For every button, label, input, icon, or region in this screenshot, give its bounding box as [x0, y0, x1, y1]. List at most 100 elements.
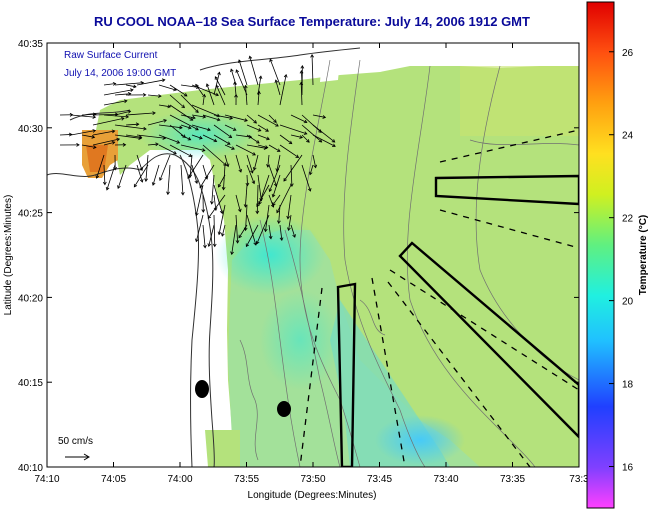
current-vector	[187, 154, 204, 179]
current-vector	[245, 224, 259, 247]
current-vector-head	[322, 115, 327, 119]
current-vector-head	[310, 54, 315, 58]
current-vector-head	[138, 135, 143, 139]
current-vector-head	[245, 182, 250, 187]
current-vector-head	[292, 234, 296, 238]
current-vector	[81, 113, 96, 116]
current-vector	[147, 119, 167, 126]
current-vector	[59, 134, 72, 136]
current-vector-head	[167, 104, 172, 109]
x-tick-label: 73:55	[234, 474, 259, 485]
colorbar-ticks: 26 24 22 20 18 16	[609, 48, 634, 474]
current-vector	[268, 144, 281, 152]
current-vector	[257, 134, 270, 140]
current-vector	[167, 164, 171, 195]
current-vector	[169, 144, 192, 157]
current-vector-head	[232, 127, 237, 131]
current-vector	[312, 114, 326, 118]
current-vector-head	[331, 139, 336, 143]
current-vector-head	[195, 238, 199, 243]
current-vector	[180, 164, 184, 195]
current-vector-head	[251, 180, 256, 185]
transect-dashed	[439, 209, 579, 249]
current-vector	[279, 144, 299, 158]
current-vector	[180, 134, 191, 141]
current-vector-head	[243, 84, 248, 89]
colorbar-tick-label: 18	[622, 380, 634, 391]
current-vector-head	[229, 116, 234, 120]
current-vector-head	[231, 146, 235, 150]
current-vector-head	[258, 75, 263, 80]
current-vector	[312, 124, 335, 143]
current-vector	[211, 174, 215, 204]
current-vector-head	[179, 125, 183, 130]
current-vector	[169, 84, 188, 97]
current-vector-head	[299, 135, 304, 139]
current-vector	[125, 112, 156, 116]
current-vector-head	[274, 79, 279, 84]
current-vector	[279, 74, 287, 106]
current-vector-head	[248, 55, 253, 60]
current-vector	[214, 76, 226, 96]
y-axis-ticks: 40:35 40:30 40:25 40:20 40:15 40:10	[18, 39, 579, 474]
current-vector	[191, 84, 219, 96]
current-vector-head	[299, 81, 304, 86]
current-vector-head	[195, 109, 199, 114]
x-axis-ticks: 74:10 74:05 74:00 73:55 73:50 73:45 73:40 73:35…	[34, 43, 589, 485]
current-vector	[249, 56, 259, 86]
current-vector	[269, 59, 281, 86]
current-vector-head	[255, 210, 260, 215]
current-vector	[246, 144, 267, 149]
current-vector-head	[318, 129, 322, 133]
current-vector-head	[199, 135, 203, 140]
colorbar-title: Temperature (°C)	[638, 215, 649, 296]
current-vector-head	[275, 123, 279, 127]
current-vector-head	[233, 81, 237, 85]
station-marker	[195, 380, 209, 398]
current-vector	[202, 224, 206, 248]
current-vector	[213, 72, 220, 96]
current-vector-head	[225, 163, 230, 168]
current-vector-head	[217, 183, 222, 188]
current-vector-head	[263, 228, 268, 233]
current-vector-head	[187, 137, 192, 141]
current-vector-head	[230, 251, 234, 256]
current-vector-head	[143, 126, 147, 131]
current-vector	[114, 93, 131, 96]
current-vector-head	[195, 83, 199, 88]
current-vector-head	[221, 186, 226, 191]
current-vector	[207, 194, 226, 219]
current-vector	[256, 214, 270, 244]
sst-yellow-patch	[460, 66, 579, 136]
current-vector-head	[255, 240, 260, 245]
current-vector-head	[207, 243, 212, 247]
current-vector-head	[303, 131, 308, 135]
current-vector-head	[133, 84, 137, 89]
current-vector-head	[265, 128, 269, 132]
current-vector-head	[279, 237, 284, 241]
current-vector	[125, 134, 142, 138]
current-vector	[245, 85, 248, 106]
current-vector-head	[111, 129, 116, 134]
contour-line	[259, 219, 301, 467]
current-vector	[133, 164, 149, 188]
current-vector	[92, 130, 115, 136]
current-vector	[218, 204, 226, 235]
coastline-path	[69, 109, 131, 121]
current-vector-head	[204, 176, 209, 180]
current-vector-head	[216, 117, 221, 122]
current-vector	[114, 124, 147, 130]
current-vector	[278, 204, 281, 224]
current-vector-head	[257, 128, 262, 132]
current-vector-head	[135, 122, 140, 127]
current-vector-head	[102, 181, 107, 186]
map-plot-area: Raw Surface Current July 14, 2006 19:00 …	[47, 43, 579, 467]
current-vector	[246, 174, 248, 186]
current-vector	[311, 54, 314, 86]
current-vector-head	[303, 119, 308, 124]
current-vector	[235, 214, 239, 243]
current-vector-head	[192, 115, 196, 120]
current-vector-head	[161, 78, 166, 83]
x-tick-label: 73:35	[500, 474, 525, 485]
